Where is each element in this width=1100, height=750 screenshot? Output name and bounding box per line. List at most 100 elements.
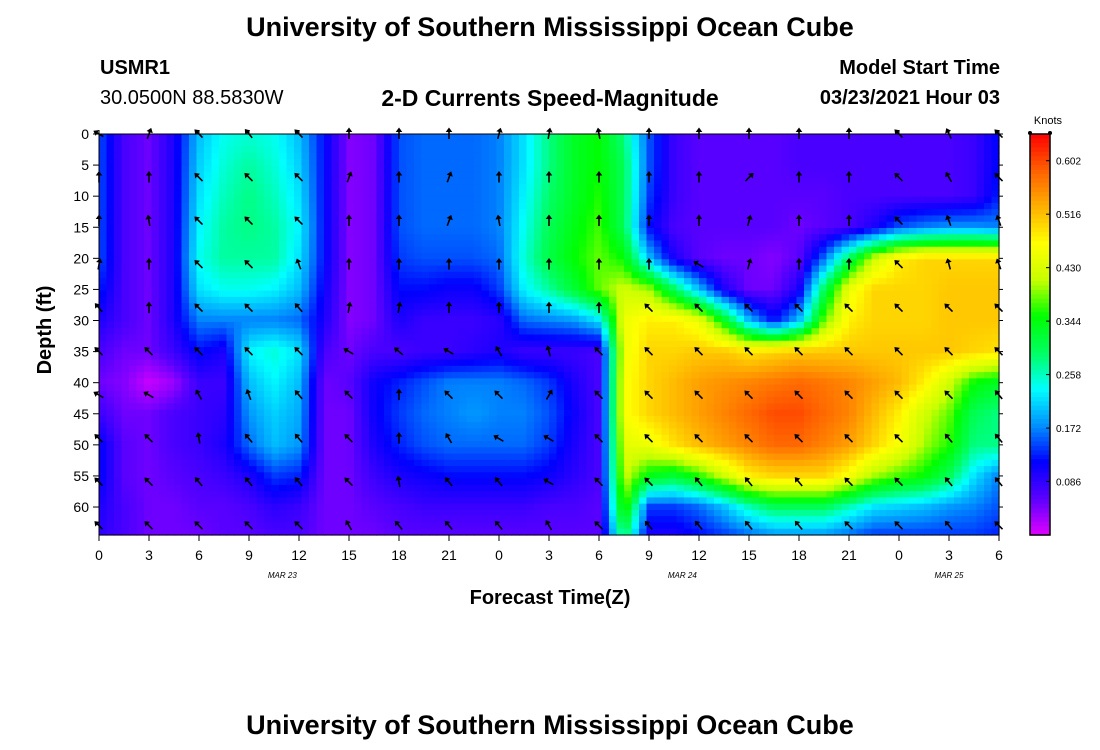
heatmap-cell <box>916 334 925 342</box>
heatmap-cell <box>196 290 205 298</box>
heatmap-cell <box>586 296 595 304</box>
heatmap-cell <box>286 171 295 179</box>
heatmap-cell <box>706 284 715 292</box>
heatmap-cell <box>624 334 633 342</box>
heatmap-cell <box>789 303 798 311</box>
heatmap-cell <box>676 152 685 160</box>
heatmap-cell <box>211 296 220 304</box>
heatmap-cell <box>196 253 205 260</box>
heatmap-cell <box>871 196 880 204</box>
heatmap-cell <box>534 246 543 254</box>
heatmap-cell <box>504 234 513 242</box>
heatmap-cell <box>466 177 475 185</box>
heatmap-cell <box>594 190 603 198</box>
heatmap-cell <box>819 234 828 242</box>
heatmap-cell <box>871 365 880 373</box>
heatmap-cell <box>961 290 970 298</box>
heatmap-cell <box>526 209 535 217</box>
heatmap-cell <box>834 240 843 248</box>
heatmap-cell <box>601 171 610 179</box>
heatmap-cell <box>654 240 663 248</box>
heatmap-cell <box>181 202 190 210</box>
heatmap-cell <box>946 353 955 361</box>
heatmap-cell <box>871 265 880 273</box>
heatmap-cell <box>654 190 663 198</box>
heatmap-cell <box>841 159 850 166</box>
heatmap-cell <box>819 190 828 198</box>
heatmap-cell <box>804 227 813 235</box>
heatmap-cell <box>684 209 693 217</box>
heatmap-cell <box>316 340 325 348</box>
heatmap-cell <box>144 378 153 386</box>
heatmap-cell <box>819 265 828 273</box>
heatmap-cell <box>759 315 768 323</box>
heatmap-cell <box>391 227 400 235</box>
heatmap-cell <box>144 328 153 336</box>
heatmap-cell <box>534 146 543 154</box>
heatmap-cell <box>744 184 753 191</box>
heatmap-cell <box>961 334 970 342</box>
heatmap-cell <box>789 340 798 348</box>
heatmap-cell <box>766 265 775 273</box>
heatmap-cell <box>654 321 663 329</box>
heatmap-cell <box>136 378 145 386</box>
heatmap-cell <box>519 390 528 398</box>
heatmap-cell <box>841 209 850 217</box>
heatmap-cell <box>811 347 820 354</box>
heatmap-cell <box>781 309 790 317</box>
heatmap-cell <box>729 365 738 373</box>
heatmap-cell <box>376 284 385 292</box>
heatmap-cell <box>391 202 400 210</box>
heatmap-cell <box>781 271 790 279</box>
heatmap-cell <box>474 347 483 354</box>
heatmap-cell <box>504 340 513 348</box>
heatmap-cell <box>399 303 408 311</box>
heatmap-cell <box>939 365 948 373</box>
heatmap-cell <box>774 234 783 242</box>
heatmap-cell <box>444 196 453 204</box>
heatmap-cell <box>654 177 663 185</box>
heatmap-cell <box>474 265 483 273</box>
heatmap-cell <box>421 246 430 254</box>
heatmap-cell <box>354 290 363 298</box>
heatmap-cell <box>864 328 873 336</box>
heatmap-cell <box>646 240 655 248</box>
heatmap-cell <box>879 290 888 298</box>
heatmap-cell <box>271 353 280 361</box>
heatmap-cell <box>129 171 138 179</box>
heatmap-cell <box>991 284 1000 292</box>
heatmap-cell <box>976 290 985 298</box>
heatmap-cell <box>436 134 445 141</box>
heatmap-cell <box>406 372 415 379</box>
heatmap-cell <box>406 328 415 336</box>
heatmap-cell <box>774 159 783 166</box>
heatmap-cell <box>129 340 138 348</box>
heatmap-cell <box>526 184 535 191</box>
heatmap-cell <box>564 271 573 279</box>
heatmap-cell <box>466 184 475 191</box>
heatmap-cell <box>714 365 723 373</box>
heatmap-cell <box>309 290 318 298</box>
heatmap-cell <box>616 190 625 198</box>
heatmap-cell <box>301 278 310 285</box>
heatmap-cell <box>114 265 123 273</box>
heatmap-cell <box>534 359 543 367</box>
heatmap-cell <box>406 227 415 235</box>
heatmap-cell <box>909 184 918 191</box>
heatmap-cell <box>99 240 108 248</box>
heatmap-cell <box>331 328 340 336</box>
heatmap-cell <box>504 296 513 304</box>
heatmap-cell <box>451 390 460 398</box>
heatmap-cell <box>676 378 685 386</box>
heatmap-cell <box>961 347 970 354</box>
heatmap-cell <box>714 209 723 217</box>
heatmap-cell <box>414 284 423 292</box>
heatmap-cell <box>781 321 790 329</box>
heatmap-cell <box>639 246 648 254</box>
heatmap-cell <box>346 315 355 323</box>
heatmap-cell <box>489 152 498 160</box>
heatmap-cell <box>159 359 168 367</box>
heatmap-cell <box>241 196 250 204</box>
heatmap-cell <box>856 196 865 204</box>
heatmap-cell <box>496 353 505 361</box>
